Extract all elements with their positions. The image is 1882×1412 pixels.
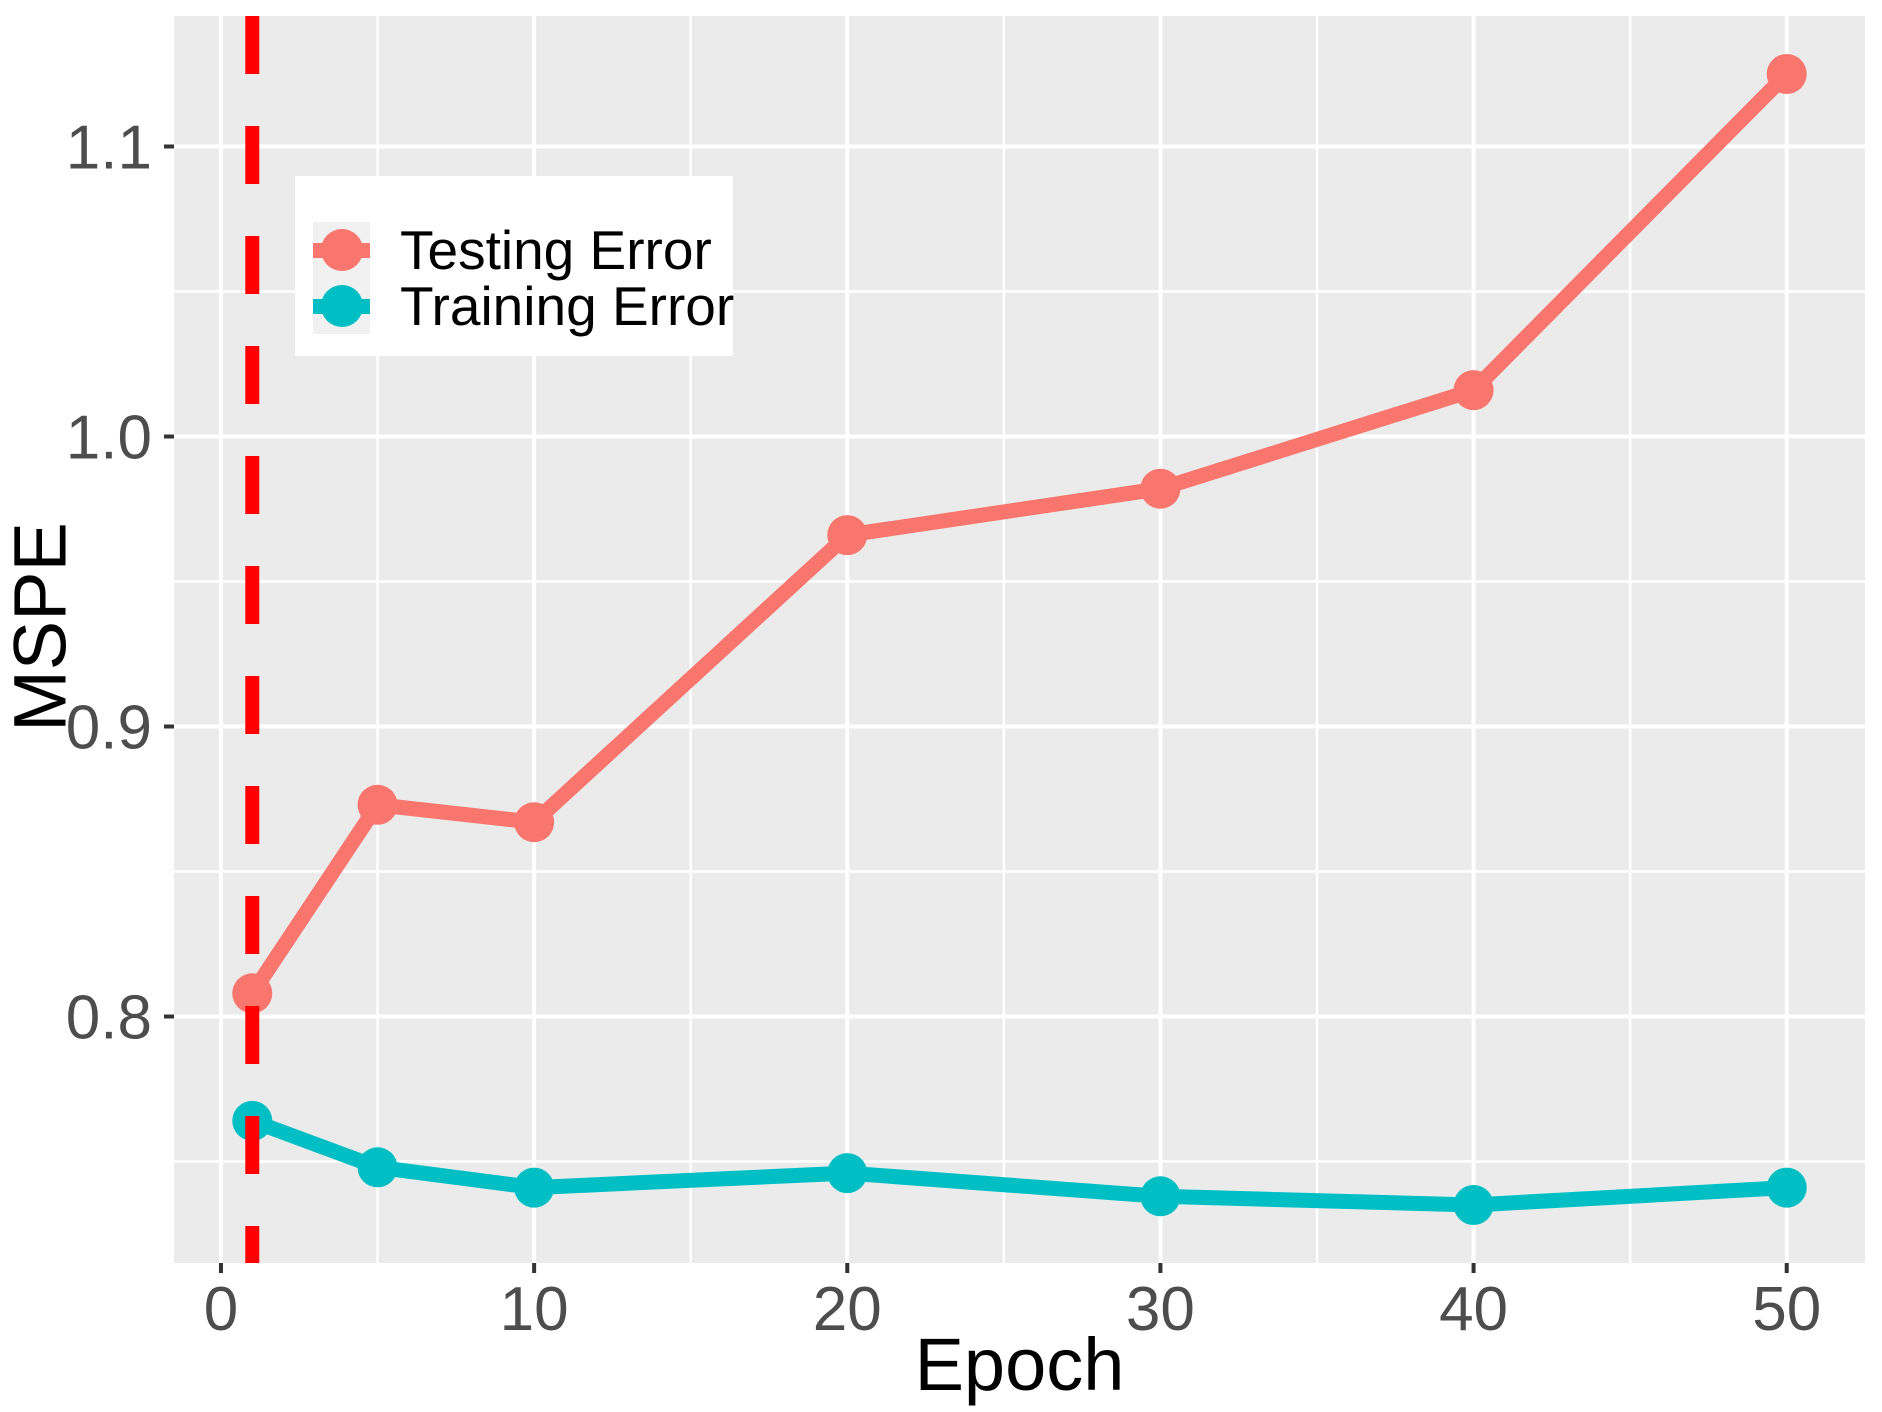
x-tick-label: 0 [204,1275,238,1344]
data-point-testing-epoch-50 [1766,54,1807,94]
legend-label-testing-error: Testing Error [400,219,712,281]
y-tick-label: 1.0 [66,404,152,473]
x-tick-label: 20 [813,1275,882,1344]
legend-point-swatch-training [320,285,363,327]
legend-key-training-error [313,278,370,334]
x-axis-title: Epoch [914,1323,1125,1406]
data-point-testing-epoch-40 [1453,370,1494,411]
data-point-testing-epoch-10 [514,802,555,843]
y-tick-label: 1.1 [66,114,152,183]
data-point-testing-epoch-30 [1140,468,1181,509]
data-point-training-epoch-20 [827,1153,868,1194]
legend-item-training-error: Training Error [313,275,735,337]
legend-point-swatch-testing [320,229,363,271]
data-point-testing-epoch-20 [827,515,868,556]
data-point-testing-epoch-1 [232,973,273,1014]
legend: Testing Error Training Error [295,176,735,356]
y-axis-title: MSPE [0,522,82,732]
x-tick-label: 40 [1439,1275,1508,1344]
data-point-training-epoch-10 [514,1167,555,1208]
data-point-training-epoch-30 [1140,1176,1181,1217]
data-point-training-epoch-50 [1766,1167,1807,1208]
y-tick-label: 0.9 [66,694,152,763]
data-point-testing-epoch-5 [357,784,398,825]
legend-label-training-error: Training Error [400,275,735,337]
y-tick-label: 0.8 [66,984,152,1053]
data-point-training-epoch-5 [357,1147,398,1188]
x-tick-label: 10 [500,1275,569,1344]
legend-key-testing-error [313,222,370,278]
legend-item-testing-error: Testing Error [313,222,733,278]
x-tick-label: 50 [1752,1275,1821,1344]
x-tick-label: 30 [1126,1275,1195,1344]
data-point-training-epoch-40 [1453,1185,1494,1225]
